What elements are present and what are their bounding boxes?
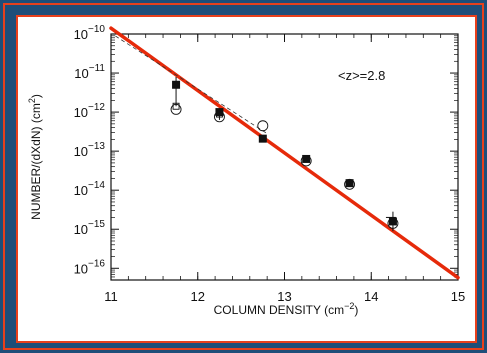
x-tick-labels: 11 12 13 14 15 xyxy=(104,289,465,304)
x-axis-title-end: ) xyxy=(354,303,358,317)
x-tick-label: 11 xyxy=(104,289,118,304)
filled-square-point xyxy=(172,80,181,89)
y-axis-title-main: NUMBER/(dXdN) (cm xyxy=(29,103,43,220)
y-tick-base: 10 xyxy=(74,183,88,198)
y-tick-exp: −14 xyxy=(88,180,105,191)
dashed-model-line xyxy=(115,35,268,134)
y-tick-exp: −16 xyxy=(88,258,105,269)
open-square-point xyxy=(215,110,223,118)
white-panel xyxy=(16,15,477,343)
y-axis-title-end: ) xyxy=(29,94,43,98)
y-axis-title-sup: 2 xyxy=(27,98,37,103)
x-axis-title-main: COLUMN DENSITY (cm xyxy=(214,303,344,317)
y-tick-base: 10 xyxy=(74,105,88,120)
y-tick-exp: −11 xyxy=(89,63,106,74)
x-tick-label: 12 xyxy=(191,289,205,304)
power-law-fit-line xyxy=(109,26,460,280)
open-circle-point xyxy=(213,111,225,123)
x-tick-label: 13 xyxy=(277,289,291,304)
x-axis-title: COLUMN DENSITY (cm−2) xyxy=(214,301,359,317)
open-circle-point xyxy=(344,178,356,190)
y-tick-label: 10−11 xyxy=(74,63,105,81)
y-tick-base: 10 xyxy=(74,144,88,159)
y-tick-exp: −10 xyxy=(88,24,105,35)
filled-square-point xyxy=(388,217,397,226)
open-circle-point xyxy=(300,155,312,167)
filled-square-point xyxy=(258,134,267,143)
filled-square-point xyxy=(302,154,311,163)
y-tick-label: 10−13 xyxy=(74,141,106,159)
y-tick-exp: −15 xyxy=(88,219,105,230)
y-tick-base: 10 xyxy=(74,261,88,276)
y-tick-label: 10−10 xyxy=(74,24,106,42)
open-square-point xyxy=(172,102,180,110)
x-tick-label: 14 xyxy=(364,289,378,304)
y-tick-label: 10−15 xyxy=(74,219,106,237)
filled-square-point xyxy=(345,179,354,188)
y-axis-title: NUMBER/(dXdN) (cm2) xyxy=(27,94,43,220)
y-tick-label: 10−12 xyxy=(74,102,106,120)
x-axis-title-sup: −2 xyxy=(344,301,354,311)
outer-border xyxy=(3,3,484,350)
y-tick-exp: −12 xyxy=(88,102,105,113)
y-tick-base: 10 xyxy=(74,222,88,237)
data-points xyxy=(170,76,399,232)
y-tick-base: 10 xyxy=(74,27,88,42)
open-circle-point xyxy=(257,120,269,132)
fit-lines xyxy=(109,26,460,280)
y-tick-label: 10−16 xyxy=(74,258,106,276)
y-tick-base: 10 xyxy=(74,66,88,81)
y-tick-exp: −13 xyxy=(88,141,105,152)
y-tick-label: 10−14 xyxy=(74,180,106,198)
redshift-annotation: <z>=2.8 xyxy=(338,68,385,83)
x-tick-label: 15 xyxy=(451,289,465,304)
open-circle-point xyxy=(387,217,399,229)
open-circle-point xyxy=(170,103,182,115)
